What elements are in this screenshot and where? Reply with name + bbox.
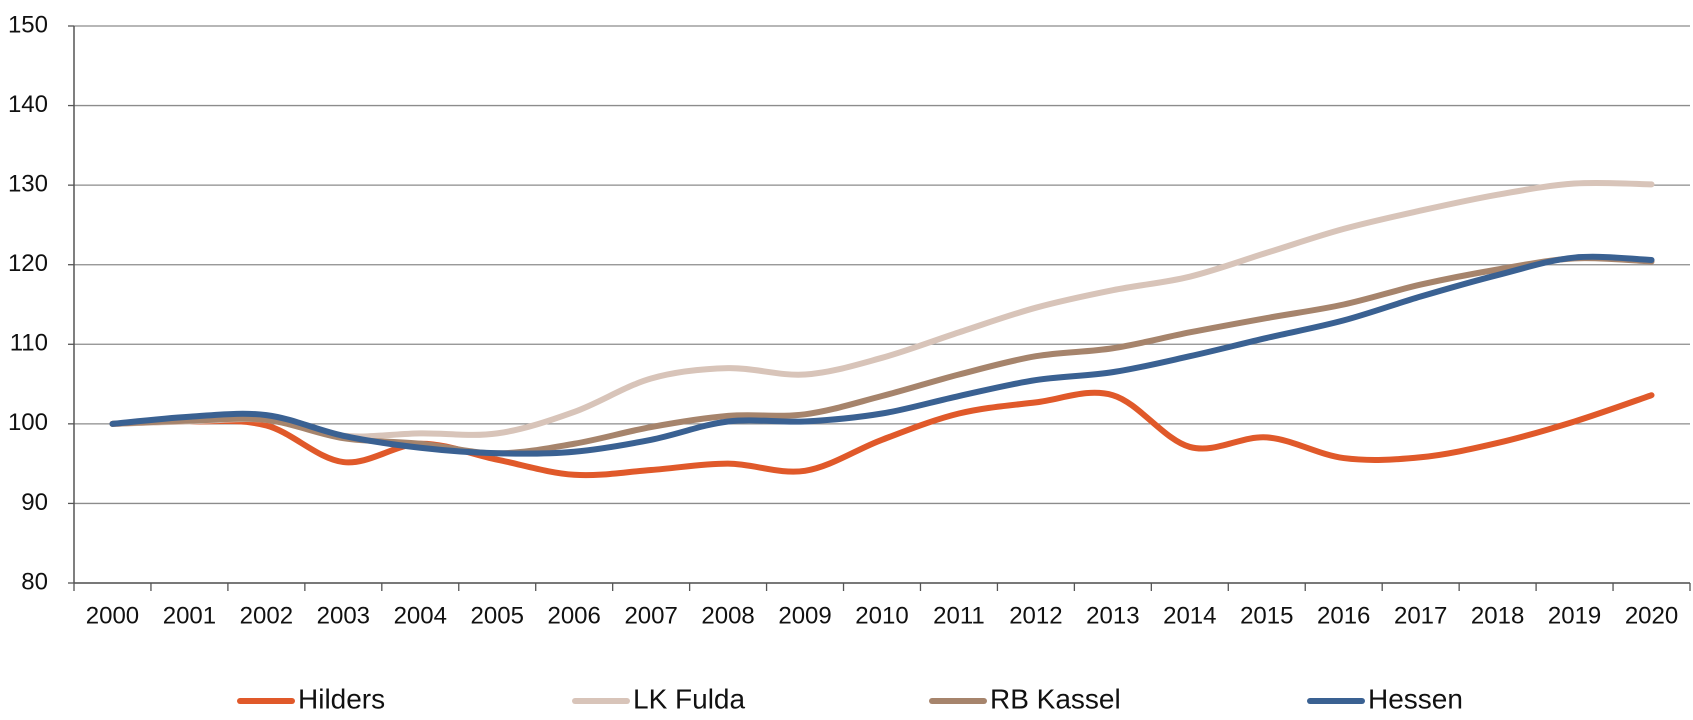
y-tick-label: 80 bbox=[21, 568, 48, 595]
x-tick-label: 2001 bbox=[163, 602, 216, 629]
x-tick-label: 2005 bbox=[471, 602, 524, 629]
series-line bbox=[109, 253, 1655, 457]
x-tick-label: 2004 bbox=[394, 602, 447, 629]
x-tick-label: 2010 bbox=[855, 602, 908, 629]
series-line bbox=[109, 389, 1655, 479]
x-tick-label: 2006 bbox=[547, 602, 600, 629]
x-tick-label: 2020 bbox=[1625, 602, 1678, 629]
x-tick-label: 2014 bbox=[1163, 602, 1216, 629]
y-tick-label: 140 bbox=[8, 91, 48, 118]
x-tick-label: 2000 bbox=[86, 602, 139, 629]
x-tick-label: 2013 bbox=[1086, 602, 1139, 629]
x-tick-label: 2008 bbox=[701, 602, 754, 629]
y-tick-label: 150 bbox=[8, 11, 48, 38]
x-tick-label: 2019 bbox=[1548, 602, 1601, 629]
x-tick-label: 2009 bbox=[778, 602, 831, 629]
x-tick-label: 2011 bbox=[933, 602, 985, 629]
y-tick-label: 130 bbox=[8, 170, 48, 197]
x-tick-label: 2018 bbox=[1471, 602, 1524, 629]
legend-label: RB Kassel bbox=[990, 683, 1121, 714]
series-line bbox=[109, 179, 1655, 440]
x-tick-label: 2007 bbox=[624, 602, 677, 629]
legend-label: Hessen bbox=[1368, 683, 1463, 714]
legend-label: Hilders bbox=[298, 683, 385, 714]
x-tick-label: 2003 bbox=[317, 602, 370, 629]
y-tick-label: 110 bbox=[10, 330, 48, 357]
legend-label: LK Fulda bbox=[633, 683, 745, 714]
x-tick-label: 2002 bbox=[240, 602, 293, 629]
y-tick-label: 100 bbox=[8, 409, 48, 436]
x-tick-label: 2015 bbox=[1240, 602, 1293, 629]
x-tick-label: 2016 bbox=[1317, 602, 1370, 629]
x-tick-label: 2017 bbox=[1394, 602, 1447, 629]
y-tick-label: 120 bbox=[8, 250, 48, 277]
y-tick-label: 90 bbox=[21, 489, 48, 516]
x-tick-label: 2012 bbox=[1009, 602, 1062, 629]
